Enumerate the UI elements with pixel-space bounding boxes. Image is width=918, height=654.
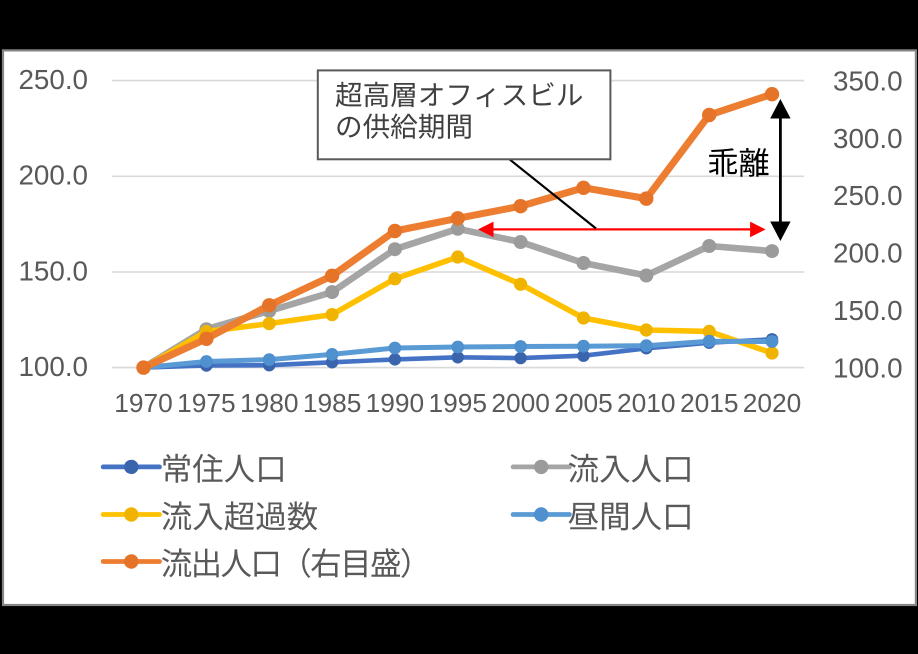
svg-text:200.0: 200.0 [18,160,88,191]
svg-text:1990: 1990 [366,388,425,418]
svg-text:250.0: 250.0 [18,64,88,95]
svg-text:2015: 2015 [680,388,739,418]
svg-text:150.0: 150.0 [833,295,903,326]
svg-text:2000: 2000 [491,388,550,418]
svg-text:1980: 1980 [240,388,299,418]
svg-text:1975: 1975 [177,388,236,418]
svg-text:350.0: 350.0 [833,65,903,96]
svg-text:300.0: 300.0 [833,123,903,154]
svg-text:2020: 2020 [743,388,802,418]
svg-text:1970: 1970 [114,388,173,418]
svg-text:250.0: 250.0 [833,180,903,211]
svg-text:2005: 2005 [554,388,613,418]
svg-text:100.0: 100.0 [18,351,88,382]
svg-text:200.0: 200.0 [833,238,903,269]
svg-text:100.0: 100.0 [833,352,903,383]
svg-text:1995: 1995 [429,388,488,418]
svg-text:1985: 1985 [303,388,362,418]
svg-text:150.0: 150.0 [18,255,88,286]
svg-text:2010: 2010 [617,388,676,418]
